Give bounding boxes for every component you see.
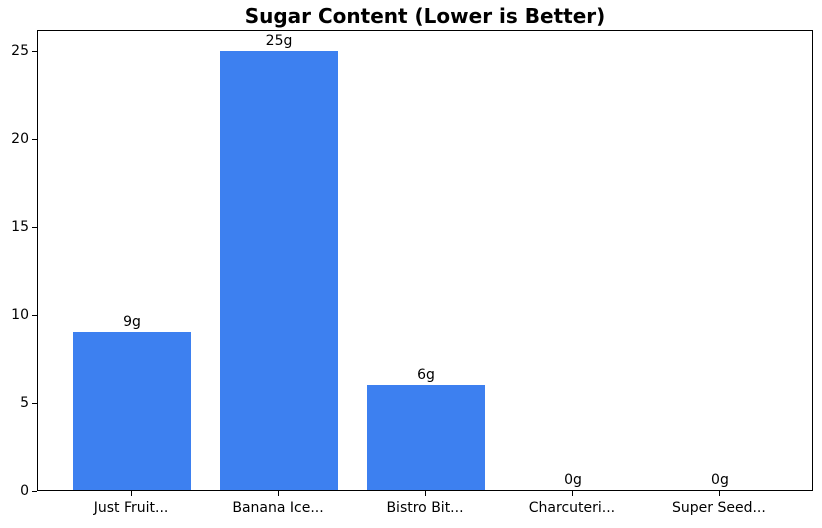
x-axis-tick-mark	[278, 491, 280, 496]
x-axis-tick-label: Just Fruit...	[93, 500, 169, 516]
x-axis-tick-mark	[131, 491, 133, 496]
y-axis-tick-label: 0	[20, 482, 29, 499]
y-axis-tick-mark	[32, 314, 37, 316]
y-axis-tick-mark	[32, 402, 37, 404]
y-axis-tick-mark	[32, 490, 37, 492]
y-axis-tick-label: 25	[11, 43, 29, 60]
bar-1	[73, 331, 191, 490]
bar-3	[367, 384, 485, 490]
bar-value-label: 0g	[564, 472, 582, 488]
x-axis-tick-label: Super Seed...	[672, 500, 766, 516]
x-axis-tick-mark	[425, 491, 426, 496]
x-axis-tick-label: Bistro Bit...	[386, 500, 464, 516]
plot-area: 9g 25g 6g 0g 0g	[37, 30, 813, 491]
x-axis-tick-mark	[718, 491, 720, 496]
y-axis-tick-label: 15	[11, 219, 29, 236]
y-axis-tick-mark	[32, 51, 37, 53]
y-axis-tick-mark	[32, 139, 37, 141]
bar-2	[220, 50, 338, 490]
y-axis-tick-mark	[32, 227, 37, 229]
y-axis-tick-label: 5	[20, 394, 29, 411]
bar-value-label: 25g	[265, 32, 293, 49]
chart-title: Sugar Content (Lower is Better)	[244, 4, 606, 28]
y-axis-tick-label: 20	[11, 131, 29, 148]
bar-value-label: 0g	[711, 472, 729, 488]
y-axis-tick-label: 10	[11, 306, 29, 323]
bar-value-label: 9g	[123, 313, 141, 330]
x-axis-tick-label: Charcuteri...	[528, 500, 616, 516]
bar-value-label: 6g	[417, 366, 435, 383]
x-axis-tick-label: Banana Ice...	[232, 500, 324, 516]
x-axis-tick-mark	[571, 491, 573, 496]
